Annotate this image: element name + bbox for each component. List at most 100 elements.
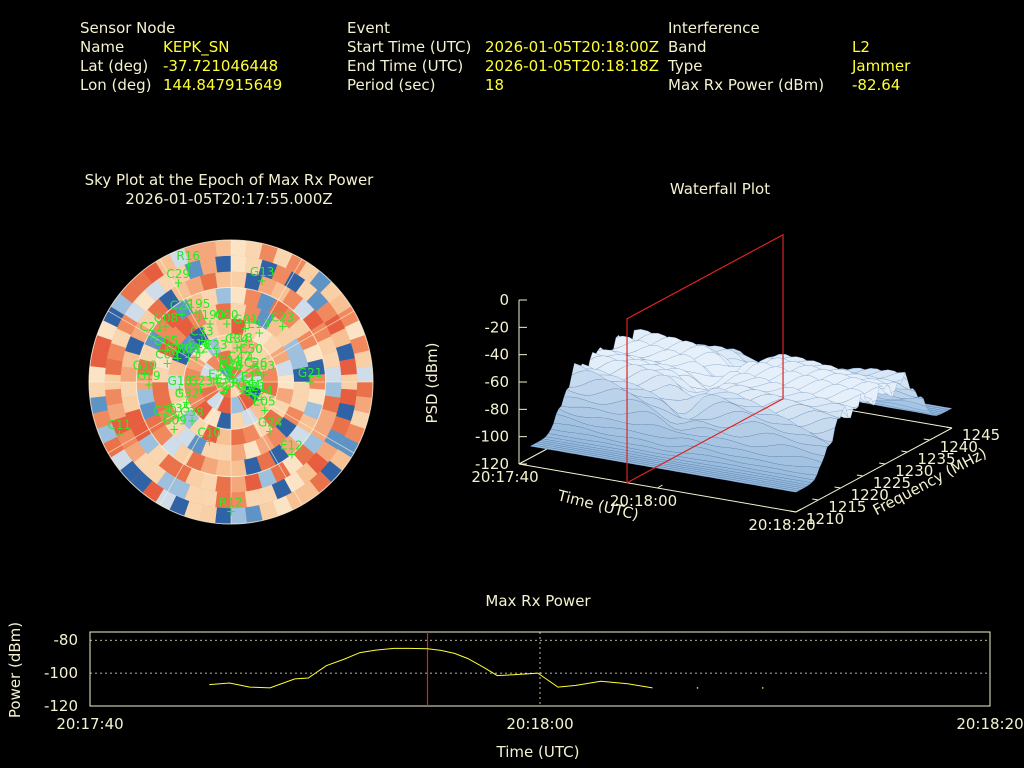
skyplot-heat-cell	[237, 353, 256, 373]
skyplot-heat-cell	[336, 402, 355, 421]
maxrx-series-line	[209, 647, 653, 689]
skyplot-heat-cell	[179, 408, 200, 430]
skyplot-heat-cell	[158, 289, 180, 311]
skyplot-satellite-marker: +	[183, 258, 193, 272]
skyplot-heat-cell	[175, 426, 196, 448]
waterfall-title: Waterfall Plot	[669, 180, 771, 198]
skyplot-heat-cell	[133, 452, 156, 474]
skyplot-heat-cell	[183, 382, 201, 397]
skyplot-heat-cell	[125, 336, 145, 356]
skyplot-heat-cell	[282, 453, 304, 475]
skyplot-heat-cell	[175, 316, 196, 338]
skyplot-heat-cell	[336, 343, 355, 362]
skyplot-heat-cell	[231, 459, 247, 477]
maxrx-grid	[90, 632, 990, 706]
skyplot-azimuth-spoke	[230, 381, 355, 454]
skyplot-heat-cell	[259, 501, 278, 521]
skyplot-heat-cell	[324, 314, 346, 335]
interference-power-value: -82.64	[852, 76, 901, 94]
skyplot-heat-cell	[324, 366, 342, 382]
skyplot-satellite-label: R12	[219, 495, 243, 509]
waterfall-freq-tick	[789, 510, 797, 513]
waterfall-freq-tick-label: 1220	[851, 486, 889, 504]
skyplot-satellite-label: G13	[250, 265, 275, 279]
skyplot-heat-cell	[344, 423, 365, 444]
skyplot-heat-cell	[184, 501, 203, 521]
skyplot-satellite-label: J195	[183, 297, 210, 311]
skyplot-satellite-marker: +	[278, 320, 288, 334]
skyplot-heat-cell	[245, 505, 263, 524]
skyplot-heat-cell	[321, 350, 341, 369]
skyplot-heat-cell	[185, 276, 205, 296]
skyplot-heat-cell	[216, 412, 231, 430]
skyplot-satellite-label: G32	[175, 387, 200, 401]
skyplot-heat-cell	[324, 429, 346, 450]
skyplot-heat-cell	[107, 343, 126, 362]
skyplot-heat-cell	[199, 256, 218, 275]
skyplot-heat-cell	[237, 391, 256, 411]
skyplot-heat-cell	[105, 358, 123, 376]
skyplot-heat-cell	[116, 314, 138, 335]
skyplot-heat-cell	[275, 326, 297, 347]
skyplot-heat-cell	[200, 362, 219, 379]
skyplot-heat-cell	[243, 304, 262, 324]
waterfall-zlabel: PSD (dBm)	[423, 342, 441, 423]
skyplot-heat-cell	[111, 328, 132, 348]
skyplot-satellite-marker: +	[246, 351, 256, 365]
event-period-label: Period (sec)	[347, 76, 436, 94]
skyplot-satellite-marker: +	[160, 413, 170, 427]
skyplot-heat-cell	[189, 326, 209, 347]
skyplot-heat-cell	[124, 441, 146, 463]
skyplot-heat-cell	[271, 478, 292, 500]
skyplot-heat-cell	[256, 292, 277, 313]
skyplot-heat-cell	[215, 303, 231, 321]
skyplot-heat-cell	[215, 287, 231, 305]
skyplot-satellite-marker: +	[175, 383, 185, 397]
skyplot-azimuth-spoke	[107, 381, 232, 454]
skyplot-heat-cell	[155, 254, 177, 276]
skyplot-heat-cell	[266, 426, 287, 448]
waterfall-psd-tick-label: -120	[475, 455, 509, 473]
waterfall-freq-tick	[856, 474, 863, 477]
skyplot-satellite-label: C35	[167, 401, 191, 415]
maxrx-x-tick-label: 20:18:00	[506, 715, 573, 733]
skyplot-heat-cell	[258, 259, 278, 280]
skyplot-satellite-label: C11	[108, 418, 132, 432]
skyplot-heat-cell	[215, 255, 231, 273]
skyplot-heat-cell	[339, 388, 357, 406]
skyplot-heat-cell	[215, 443, 231, 461]
skyplot-satellite-label: E04	[218, 353, 241, 367]
skyplot-heat-cell	[158, 453, 180, 475]
skyplot-heat-cell	[189, 417, 209, 438]
skyplot-heat-cell	[272, 248, 293, 269]
skyplot-satellite-marker: +	[236, 340, 246, 354]
interference-type-value: Jammer	[852, 57, 911, 75]
event-end-label: End Time (UTC)	[347, 57, 464, 75]
skyplot-heat-cell	[244, 456, 262, 476]
skyplot-satellite-label: C42	[228, 349, 252, 363]
skyplot-satellite-label: G05	[154, 334, 179, 348]
skyplot-heat-cell	[337, 306, 359, 328]
skyplot-heat-cell	[261, 367, 279, 382]
waterfall-freq-tick-label: 1240	[940, 438, 978, 456]
skyplot-satellite-label: G09	[162, 414, 187, 428]
skyplot-heat-cell	[292, 382, 310, 398]
skyplot-heat-cell	[136, 358, 155, 376]
skyplot-heat-cell	[302, 309, 324, 331]
waterfall-surface-strip	[529, 444, 800, 493]
skyplot-satellite-label: C19	[137, 369, 161, 383]
skyplot-satellite-marker: +	[257, 274, 267, 288]
skyplot-heat-cell	[200, 456, 218, 476]
skyplot-subtitle: 2026-01-05T20:17:55.000Z	[125, 190, 333, 208]
skyplot-satellite-label: C21	[140, 320, 164, 334]
skyplot-satellite-label: G21	[298, 366, 323, 380]
skyplot-heat-cell	[354, 350, 373, 368]
skyplot-satellite-marker: +	[256, 392, 266, 406]
skyplot-heat-cell	[120, 382, 138, 398]
skyplot-heat-cell	[184, 484, 204, 505]
skyplot-heat-cell	[244, 489, 263, 508]
maxrx-x-tick-label: 20:17:40	[56, 715, 123, 733]
